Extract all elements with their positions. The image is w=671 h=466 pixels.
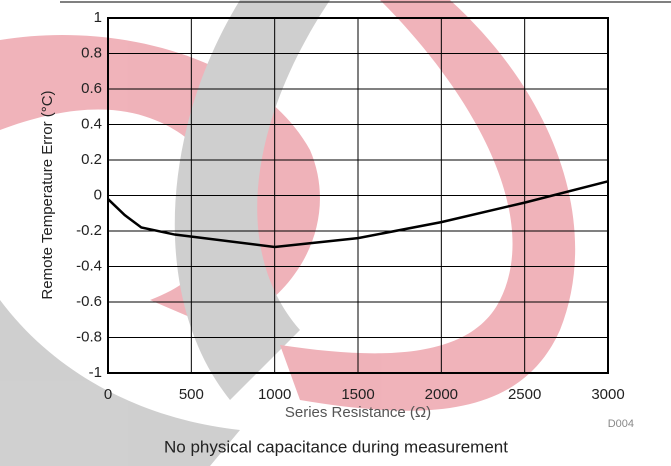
y-tick-label: 0.8 bbox=[81, 44, 102, 61]
x-tick-label: 0 bbox=[104, 386, 112, 403]
x-tick-label: 2000 bbox=[425, 386, 458, 403]
watermark-shape bbox=[0, 34, 320, 331]
watermark-shape bbox=[174, 0, 330, 400]
y-tick-label: -0.6 bbox=[76, 293, 102, 310]
y-tick-label: 0 bbox=[94, 186, 102, 203]
y-tick-label: -0.4 bbox=[76, 257, 102, 274]
y-tick-label: -0.8 bbox=[76, 328, 102, 345]
x-tick-label: 1500 bbox=[341, 386, 374, 403]
x-axis-label: Series Resistance (Ω) bbox=[285, 404, 431, 421]
y-tick-label: -0.2 bbox=[76, 222, 102, 239]
caption: No physical capacitance during measureme… bbox=[164, 437, 508, 456]
x-tick-label: 3000 bbox=[591, 386, 624, 403]
x-tick-label: 500 bbox=[179, 386, 204, 403]
y-tick-label: 0.4 bbox=[81, 115, 102, 132]
watermark-shape bbox=[0, 300, 240, 466]
watermark bbox=[0, 0, 576, 466]
watermark-shape bbox=[280, 0, 576, 411]
y-tick-label: 0.6 bbox=[81, 80, 102, 97]
x-tick-label: 1000 bbox=[258, 386, 291, 403]
y-tick-label: -1 bbox=[89, 364, 102, 381]
figure-id: D004 bbox=[608, 418, 634, 430]
y-axis-label: Remote Temperature Error (°C) bbox=[39, 90, 56, 299]
data-line bbox=[107, 180, 609, 249]
y-tick-label: 0.2 bbox=[81, 151, 102, 168]
x-tick-label: 2500 bbox=[508, 386, 541, 403]
plot-frame bbox=[107, 17, 609, 374]
y-tick-label: 1 bbox=[94, 9, 102, 26]
